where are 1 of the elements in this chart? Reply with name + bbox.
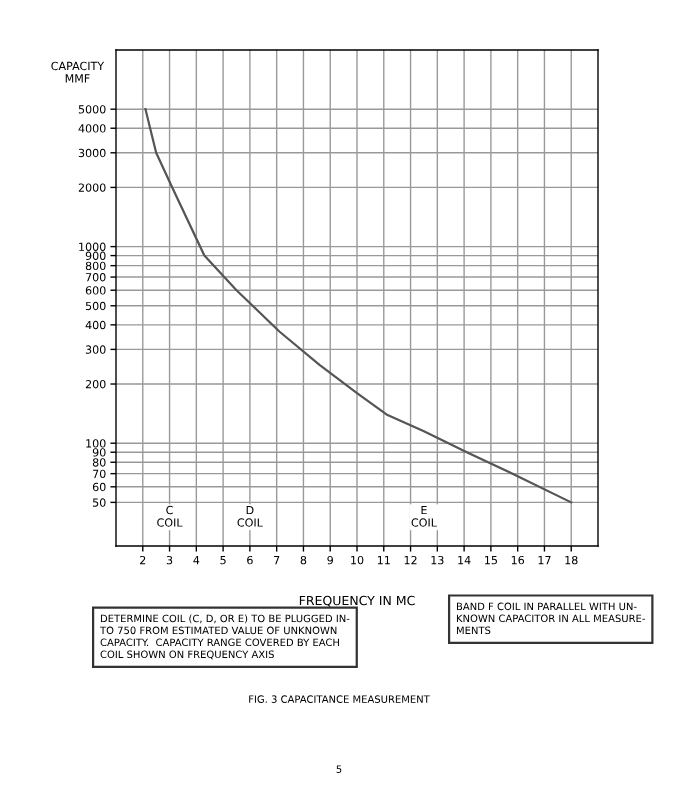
line-series xyxy=(144,108,573,504)
